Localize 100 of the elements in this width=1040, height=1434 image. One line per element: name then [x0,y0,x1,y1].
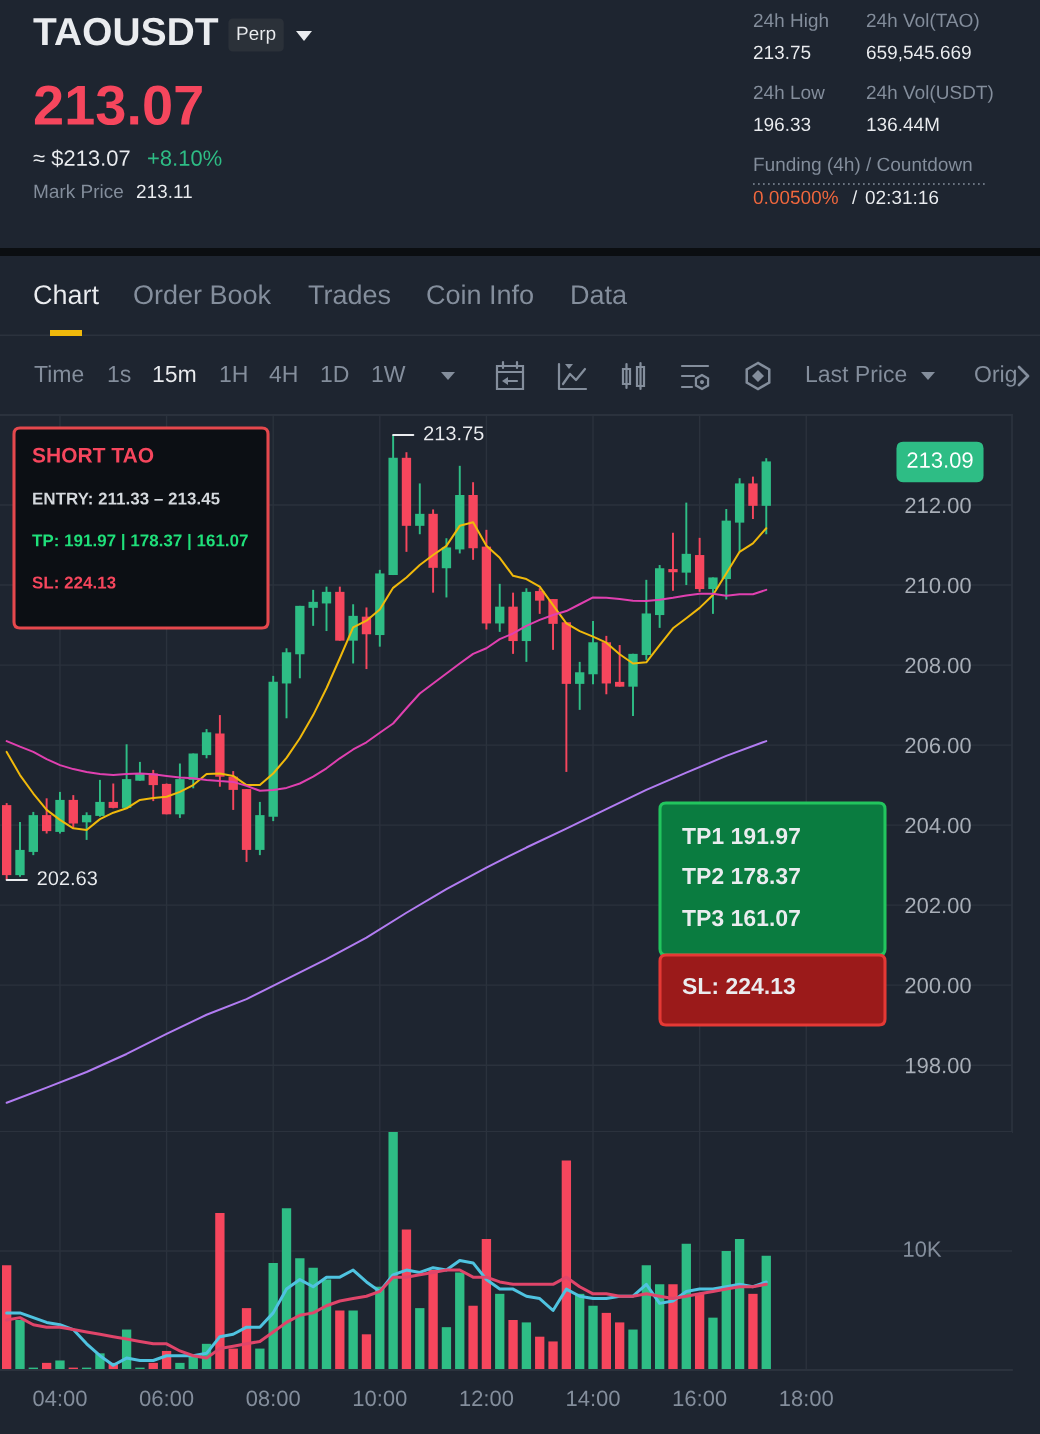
bar [694,1293,705,1370]
bar [575,1293,585,1370]
annotation: SHORT TAO [32,447,154,463]
bar [668,1284,678,1370]
bar [175,1362,185,1370]
bar [255,1348,265,1370]
text: 02:31:16 [865,190,939,205]
bar [521,1322,532,1370]
text: Orig [975,365,1016,387]
text: Perp [237,26,276,44]
x-tick-label: 06:00 [139,1390,194,1407]
bar [535,1336,545,1370]
x-tick-label: 12:00 [460,1390,514,1407]
text: 1W [372,366,406,382]
text: 136.44M [867,117,939,132]
bar [321,1279,332,1370]
bar [295,1258,305,1370]
text: 24h Vol(USDT) [866,85,993,103]
bar [561,1160,572,1370]
text: 213.11 [136,184,192,199]
bar [761,1255,771,1370]
text: 24h Low [753,85,825,100]
text: Chart [34,284,99,305]
x-tick-label: 18:00 [780,1390,833,1407]
y-tick-label: 204.00 [905,817,971,834]
candlestick [108,782,118,810]
bar [335,1310,345,1370]
text: +8.10% [148,150,222,166]
y-tick-label: 206.00 [905,737,971,754]
x-tick-label: 14:00 [567,1390,620,1407]
candlestick [41,797,52,835]
bar [588,1305,598,1370]
text: TAOUSDT [33,17,219,46]
bar [388,1132,398,1370]
text: ≈ $213.07 [33,149,130,168]
candlestick [201,728,212,760]
candlestick [575,660,585,711]
y-tick-label: 208.00 [905,657,971,674]
bar [481,1239,492,1370]
candlestick [95,778,105,818]
line-series [5,588,768,792]
annotation: TP2 178.37 [682,867,800,885]
text: Data [572,285,628,305]
bar [601,1312,612,1370]
annotation: TP3 161.07 [682,909,800,927]
bar [441,1327,452,1370]
candlestick [321,585,332,633]
x-tick-label: 04:00 [33,1390,87,1407]
candlestick [441,537,452,599]
bar [748,1293,758,1370]
bar [428,1270,438,1370]
candlestick [668,531,678,592]
y-tick-label: 210.00 [905,577,971,594]
bar [15,1320,25,1370]
text: Coin Info [427,284,533,305]
bar [215,1212,225,1370]
text: 213.07 [34,85,202,126]
bar [281,1208,292,1370]
ref-line-label: 10K [904,1241,942,1257]
annotation: TP1 191.97 [682,827,800,845]
text: 1s [108,366,131,383]
bar [361,1334,372,1370]
annotation: ENTRY: 211.33 – 213.45 [33,492,220,505]
text: Order Book [134,284,272,305]
bar [468,1305,478,1370]
y-tick-label: 212.00 [905,497,971,514]
bar [2,1265,12,1370]
annotation: 213.75 [424,426,484,441]
bar [401,1229,412,1370]
annotation: 202.63 [37,871,97,886]
x-tick-label: 08:00 [246,1390,300,1407]
annotation: SL: 224.13 [32,576,116,589]
bar [455,1272,465,1370]
candlestick [708,576,718,615]
candlestick [615,644,625,688]
bar [508,1320,518,1370]
bar [734,1239,745,1370]
candlestick [535,587,545,615]
text: Trades [308,284,391,305]
candlestick [748,475,758,520]
text: 24h High [753,13,828,31]
y-tick-label: 202.00 [905,897,971,914]
bar [708,1317,718,1370]
annotation: 213.09 [907,452,973,468]
candlestick [495,582,505,633]
text: 1D [321,366,349,382]
y-tick-label: 198.00 [906,1057,971,1074]
bar [615,1322,625,1370]
candlestick [415,482,425,536]
text: 196.33 [754,117,811,132]
text: Last Price [806,365,907,383]
bar [681,1243,691,1370]
bar [228,1348,238,1370]
candlestick [681,501,691,587]
candlestick [308,588,318,627]
text: 1H [220,366,247,382]
y-tick-label: 200.00 [905,977,971,994]
text: Time [34,365,84,383]
annotation: TP: 191.97 | 178.37 | 161.07 [32,533,248,551]
bar [348,1310,358,1370]
